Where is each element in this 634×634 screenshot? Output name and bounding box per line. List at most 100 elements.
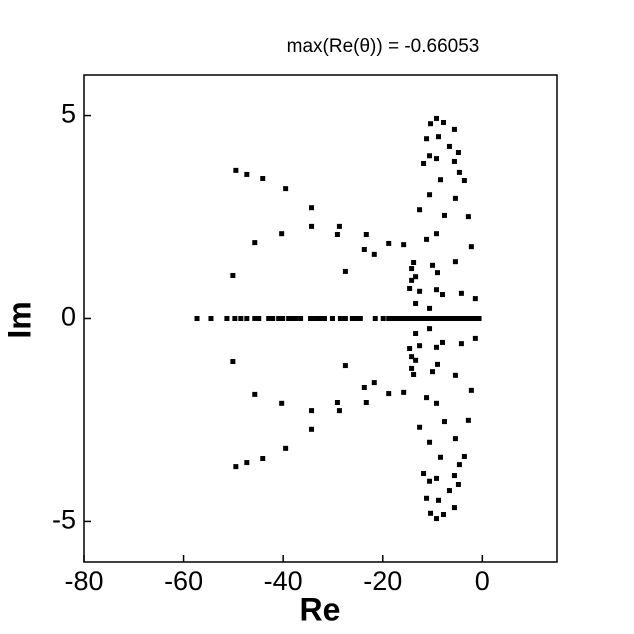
point [194, 316, 200, 321]
point [386, 316, 392, 321]
point [434, 475, 440, 481]
point [434, 516, 440, 522]
point [390, 316, 396, 321]
point [283, 186, 289, 192]
point [465, 417, 471, 423]
point [452, 259, 458, 265]
point [422, 316, 428, 321]
point [458, 341, 464, 347]
point [434, 287, 440, 293]
point [451, 158, 457, 164]
point [428, 121, 434, 127]
point [411, 259, 417, 265]
point [409, 266, 415, 272]
point [336, 223, 342, 229]
point [431, 316, 437, 321]
point [434, 231, 440, 237]
x-tick-label: -20 [363, 566, 402, 596]
point [342, 363, 348, 369]
point [361, 384, 367, 390]
point [446, 143, 452, 149]
point [427, 478, 433, 484]
point [452, 195, 458, 201]
point [208, 316, 214, 321]
point [244, 460, 250, 466]
point [434, 400, 440, 406]
point [334, 400, 340, 406]
point [342, 316, 348, 321]
point [466, 316, 472, 321]
point [260, 175, 266, 181]
point [401, 389, 407, 395]
point [468, 244, 474, 250]
point [252, 316, 258, 321]
point [424, 136, 430, 142]
point [430, 262, 436, 268]
point [427, 326, 433, 332]
point [289, 316, 295, 321]
point [451, 505, 457, 511]
point [472, 316, 478, 321]
x-tick-label: 0 [475, 566, 490, 596]
point [318, 316, 323, 321]
point [309, 408, 315, 414]
point [386, 240, 392, 246]
point [435, 361, 441, 367]
point [455, 150, 461, 156]
point [417, 424, 423, 430]
point [363, 400, 369, 406]
x-tick-label: -80 [64, 566, 103, 596]
point [309, 426, 315, 432]
point [463, 316, 469, 321]
point [439, 316, 445, 321]
point [407, 316, 413, 321]
point [461, 178, 467, 184]
point [329, 316, 335, 321]
point [233, 167, 239, 173]
y-tick-label: -5 [52, 505, 76, 535]
point [430, 369, 436, 375]
point [349, 316, 355, 321]
point [256, 316, 262, 321]
point [361, 247, 367, 253]
point [321, 316, 327, 321]
point [280, 316, 286, 321]
point [334, 231, 340, 237]
point [407, 346, 413, 352]
point [435, 270, 441, 276]
chart-title: max(Re(θ)) = -0.66053 [287, 36, 480, 57]
point [409, 354, 415, 360]
point [371, 251, 377, 257]
point [404, 316, 410, 321]
point [413, 357, 419, 363]
point [298, 316, 304, 321]
point [279, 400, 285, 406]
point [224, 316, 230, 321]
point [437, 177, 443, 183]
point [244, 171, 250, 177]
point [427, 192, 433, 198]
point [386, 391, 392, 397]
point [283, 445, 289, 451]
point [409, 277, 415, 283]
point [436, 134, 442, 140]
point [434, 316, 440, 321]
point [230, 272, 236, 278]
point [270, 316, 276, 321]
point [460, 316, 466, 321]
point [441, 419, 447, 425]
point [446, 488, 452, 494]
x-tick-label: -60 [164, 566, 203, 596]
point [252, 240, 258, 246]
point [411, 372, 417, 378]
point [476, 316, 482, 321]
point [441, 212, 447, 218]
point [427, 153, 433, 159]
point [436, 316, 442, 321]
point [421, 471, 427, 477]
point [413, 331, 419, 337]
point [417, 207, 423, 213]
point [439, 292, 445, 298]
point [313, 316, 319, 321]
point [451, 126, 457, 132]
